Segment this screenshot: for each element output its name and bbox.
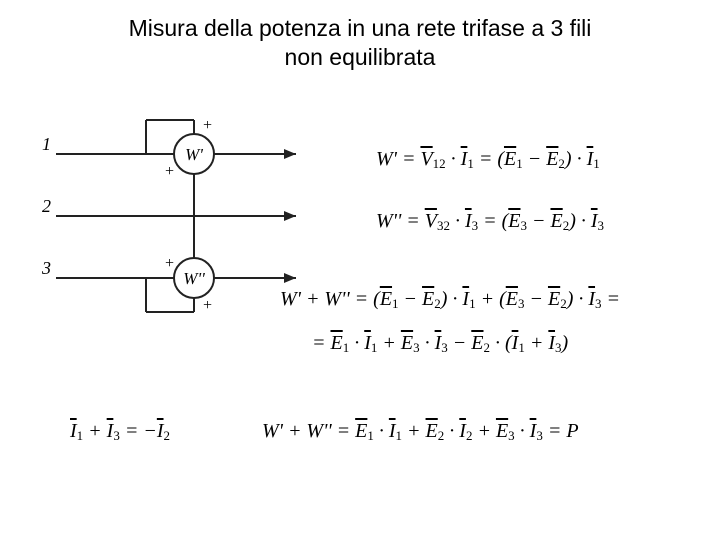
equation-sum1: W' + W'' = (E1 − E2) · I1 + (E3 − E2) · …: [280, 288, 620, 312]
plus-icon: +: [202, 117, 213, 134]
line-label-1: 1: [42, 134, 51, 154]
title-line2: non equilibrata: [285, 44, 436, 70]
equation-w2: W'' = V32 · I3 = (E3 − E2) · I3: [376, 210, 604, 234]
equation-sum2: = E1 · I1 + E3 · I3 − E2 · (I1 + I3): [312, 332, 568, 356]
title-line1: Misura della potenza in una rete trifase…: [129, 15, 592, 41]
equation-w1: W' = V12 · I1 = (E1 − E2) · I1: [376, 148, 600, 172]
meter-w2-label: W'': [183, 269, 205, 288]
meter-w1-label: W': [185, 145, 203, 164]
plus-icon: +: [202, 297, 213, 314]
line-label-2: 2: [42, 196, 51, 216]
plus-icon: +: [164, 255, 175, 272]
plus-icon: +: [164, 163, 175, 180]
line-label-3: 3: [41, 258, 51, 278]
equation-final: W' + W'' = E1 · I1 + E2 · I2 + E3 · I3 =…: [262, 420, 579, 444]
wattmeter-diagram: 1 2 3 W' + +: [36, 108, 316, 338]
slide-title: Misura della potenza in una rete trifase…: [0, 14, 720, 72]
equation-kirch: I1 + I3 = −I2: [70, 420, 170, 444]
